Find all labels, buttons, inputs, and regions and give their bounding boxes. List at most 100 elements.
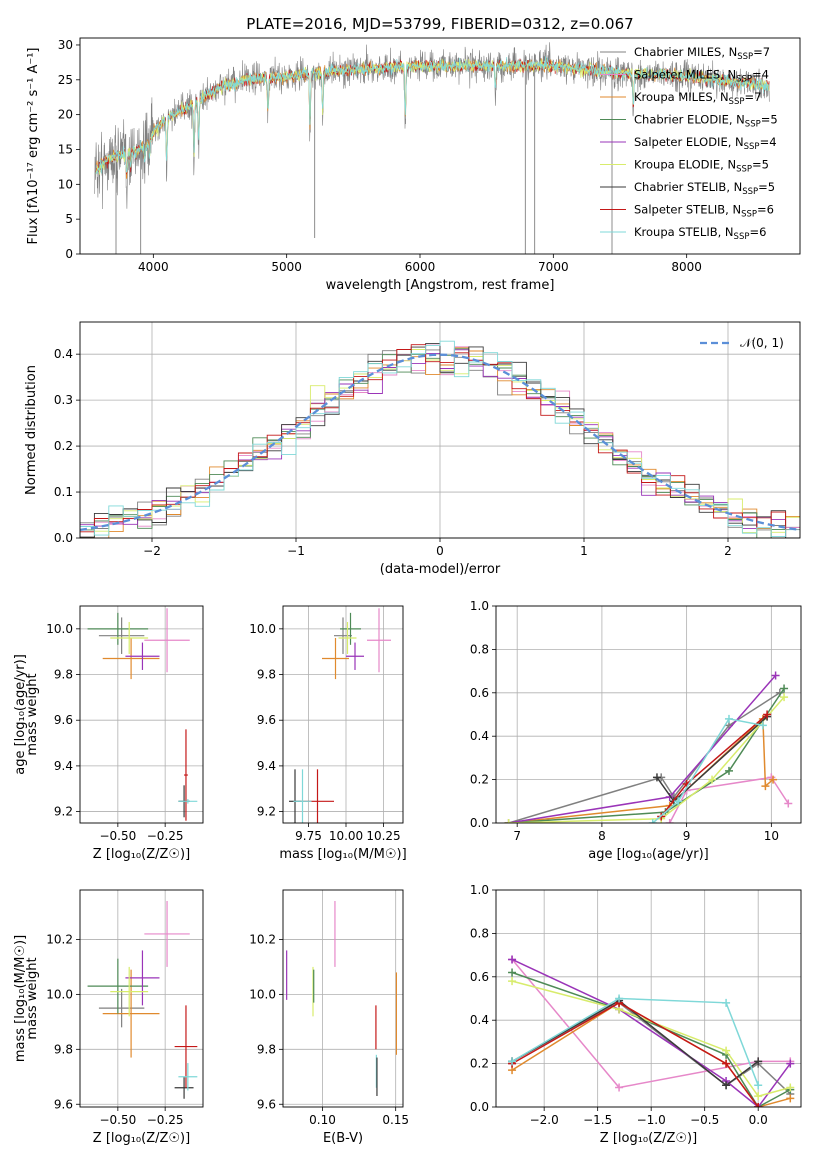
x-tick-label: 7000	[538, 260, 569, 274]
legend-sub: SSP	[736, 75, 752, 85]
legend-entry: Salpeter MILES, NSSP=4	[634, 68, 769, 85]
plus-marker	[754, 1092, 763, 1101]
y-tick-label: 0.0	[470, 1100, 489, 1114]
x-axis-label: wavelength [Angstrom, rest frame]	[326, 278, 555, 293]
errorbar-point	[322, 637, 349, 680]
x-tick-label: 10	[764, 829, 779, 843]
mass-weight-vs-metallicity-panel: −2.0 −1.5 −1.0 −0.5 0.0 0.0 0.2 0.4 0.6 0.8 1.0 Z […	[25, 883, 802, 1146]
normal-legend-label: 𝒩(0, 1)	[740, 336, 784, 350]
y-tick-label: 10.0	[46, 987, 73, 1001]
legend-entry: Kroupa MILES, NSSP=7	[634, 90, 761, 107]
errorbar-point	[144, 608, 190, 673]
legend-label: Salpeter STELIB, N	[634, 203, 741, 217]
legend-label: Kroupa MILES, N	[634, 90, 729, 104]
residual-histogram-step	[80, 340, 800, 538]
y-axis-label: Flux [fλ10⁻¹⁷ erg cm⁻² s⁻¹ A⁻¹]	[26, 48, 41, 245]
axes-frame	[79, 321, 801, 539]
errorbar-point	[98, 617, 145, 654]
y-tick-label: 10.0	[46, 622, 73, 636]
x-tick-label: 1	[580, 544, 588, 558]
normal-curve	[80, 353, 800, 532]
mass-vs-metallicity-panel: −0.50 −0.25 9.6 9.8 10.0 10.2 Z [log₁₀(Z/Z☉)] m…	[13, 889, 204, 1146]
y-tick-label: 0.6	[470, 686, 489, 700]
errorbar-point	[102, 969, 160, 1058]
y-tick-label: 9.4	[54, 759, 73, 773]
series-line	[511, 958, 791, 1089]
legend-suffix: =5	[761, 113, 778, 127]
x-tick-label: 2	[724, 544, 732, 558]
errorbar-point	[346, 642, 364, 670]
mass-weight-series	[648, 714, 767, 823]
errorbar-point	[184, 729, 188, 821]
y-tick-label: 9.6	[54, 1097, 73, 1111]
series-line	[652, 717, 764, 823]
mass-vs-ebv-panel: 0.10 0.15 9.6 9.8 10.0 10.2 E(B-V)	[249, 889, 409, 1146]
plus-marker	[761, 782, 770, 791]
y-tick-label: 0.8	[470, 926, 489, 940]
errorbar-point	[174, 1005, 198, 1088]
age-vs-mass-panel: 9.75 10.00 10.25 9.2 9.4 9.6 9.8 10.0 mass [log₁…	[249, 605, 407, 862]
legend-entry: Kroupa ELODIE, NSSP=5	[634, 158, 769, 175]
grid-lines	[80, 890, 203, 1107]
y-tick-label: 9.8	[54, 1042, 73, 1056]
mass-weight-series	[504, 684, 789, 823]
legend-label: Salpeter ELODIE, N	[634, 135, 744, 149]
mass-weight-vs-age-panel: 7 8 9 10 0.0 0.2 0.4 0.6 0.8 1.0 age [log₁₀(age/yr…	[25, 599, 802, 862]
plus-marker	[724, 766, 733, 775]
plus-marker	[786, 1059, 795, 1068]
legend-sub: SSP	[729, 97, 745, 107]
y-tick-label: 0.2	[54, 439, 73, 453]
plus-marker	[780, 684, 789, 693]
residual-histogram-step	[80, 344, 800, 538]
legend-suffix: =6	[749, 225, 766, 239]
spectrum-panel: 4000 5000 6000 7000 8000 0 5 10 15 20 25 30 waveleng…	[26, 37, 801, 293]
plus-marker	[771, 671, 780, 680]
errorbar-point	[110, 966, 149, 1017]
y-tick-label: 0.0	[54, 531, 73, 545]
plus-marker	[763, 710, 772, 719]
errorbar-point	[125, 642, 160, 670]
errorbar-point	[125, 950, 160, 1006]
x-tick-label: 4000	[138, 260, 169, 274]
errorbar-point	[338, 621, 357, 654]
legend-sub: SSP	[736, 165, 752, 175]
legend-label: Chabrier ELODIE, N	[634, 113, 745, 127]
y-tick-label: 0.3	[54, 393, 73, 407]
y-tick-label: 0.2	[470, 1057, 489, 1071]
x-tick-label: −0.25	[147, 829, 184, 843]
y-axis-label: age [log₁₀(age/yr)]	[13, 654, 28, 775]
legend-sub: SSP	[737, 52, 753, 62]
x-tick-label: −2	[143, 544, 161, 558]
x-tick-label: −0.5	[690, 1113, 719, 1127]
plus-marker	[754, 1103, 763, 1107]
y-tick-label: 9.2	[54, 805, 73, 819]
x-axis-label: E(B-V)	[323, 1131, 363, 1146]
plus-marker	[508, 977, 517, 986]
y-tick-label: 9.8	[257, 668, 276, 682]
mass-weight-series	[504, 714, 778, 823]
plus-marker	[769, 775, 778, 784]
errorbar-point	[174, 1076, 194, 1099]
plus-marker	[722, 1081, 731, 1090]
x-tick-label: 5000	[271, 260, 302, 274]
plus-marker	[722, 998, 731, 1007]
mass-weight-series	[508, 998, 763, 1107]
mass-weight-series	[504, 688, 784, 823]
x-tick-label: 8000	[671, 260, 702, 274]
y-tick-label: 9.8	[257, 1042, 276, 1056]
y-tick-label: 9.6	[257, 713, 276, 727]
x-tick-label: 8	[598, 829, 606, 843]
plus-marker	[652, 773, 661, 782]
plus-marker	[722, 1046, 731, 1055]
x-tick-label: 0.15	[382, 1113, 409, 1127]
plus-marker	[708, 775, 717, 784]
y-axis-label: mass [log₁₀(M/M☉)]	[13, 935, 28, 1062]
errorbar-point	[98, 988, 145, 1028]
y-tick-label: 0.4	[470, 1013, 489, 1027]
errorbar-point	[178, 1063, 198, 1091]
x-axis-label: Z [log₁₀(Z/Z☉)]	[600, 1131, 697, 1146]
x-tick-label: −0.50	[99, 829, 136, 843]
y-tick-label: 0.4	[54, 347, 73, 361]
plot-area	[94, 42, 770, 254]
y-tick-label: 1.0	[470, 599, 489, 613]
